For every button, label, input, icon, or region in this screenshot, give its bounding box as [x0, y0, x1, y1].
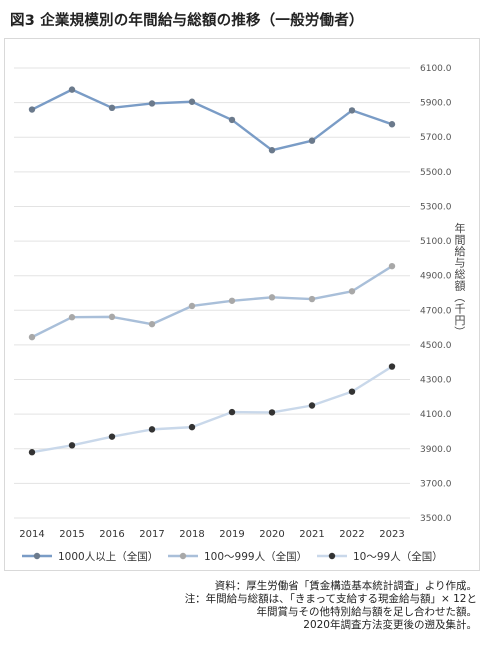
legend-label: 1000人以上（全国）: [58, 550, 158, 563]
series-line: [31, 365, 393, 454]
data-point: [188, 423, 196, 431]
data-point: [148, 320, 156, 328]
series-line: [31, 88, 393, 152]
x-tick-label: 2019: [219, 529, 244, 540]
y-tick-label: 4500.0: [420, 341, 452, 351]
legend-item: 100〜999人（全国）: [168, 550, 307, 563]
data-point: [28, 106, 36, 113]
note-line: 資料：厚生労働省「賃金構造基本統計調査」より作成。: [214, 580, 477, 592]
data-point: [348, 288, 356, 295]
data-point: [188, 98, 196, 105]
y-tick-label: 5700.0: [420, 133, 452, 143]
gridlines: [14, 67, 410, 519]
legend-marker: [328, 552, 336, 560]
y-label-char: ）: [453, 326, 466, 337]
y-tick-label: 4300.0: [420, 376, 452, 386]
data-point: [308, 402, 316, 409]
data-point: [308, 137, 316, 144]
source-notes: 資料：厚生労働省「賃金構造基本統計調査」より作成。 注：年間給与総額は、「きまっ…: [185, 580, 477, 632]
data-point: [148, 426, 156, 433]
y-axis-ticks: 3500.0 3700.0 3900.0 4100.0 4300.0 4500.0 4700…: [420, 64, 452, 524]
x-tick-label: 2022: [339, 529, 364, 540]
series: [28, 363, 396, 456]
data-point: [28, 449, 36, 456]
note-line: 年間賞与その他特別給与額を足し合わせた額。: [256, 606, 478, 618]
y-label-char: 額: [455, 280, 466, 293]
legend: 1000人以上（全国） 100〜999人（全国） 10〜99人（全国）: [22, 550, 443, 563]
y-tick-label: 6100.0: [420, 64, 452, 74]
data-point: [268, 409, 276, 416]
y-tick-label: 4900.0: [420, 272, 452, 282]
data-point: [108, 313, 116, 321]
legend-item: 10〜99人（全国）: [317, 550, 443, 563]
data-point: [228, 116, 236, 124]
series-line: [31, 265, 393, 339]
x-tick-label: 2018: [179, 529, 204, 540]
y-label-char: 円: [455, 314, 466, 327]
legend-item: 1000人以上（全国）: [22, 550, 158, 563]
x-tick-label: 2014: [19, 529, 44, 540]
legend-label: 10〜99人（全国）: [353, 550, 443, 563]
data-point: [268, 147, 276, 154]
x-tick-label: 2015: [59, 529, 84, 540]
series: [28, 262, 396, 341]
data-point: [348, 388, 356, 395]
data-point: [388, 363, 396, 370]
legend-marker: [179, 552, 187, 560]
data-point: [228, 297, 236, 304]
note-line: 2020年調査方法変更後の遡及集計。: [303, 619, 477, 631]
data-point: [148, 100, 156, 107]
x-tick-label: 2017: [139, 529, 164, 540]
data-point: [68, 86, 76, 93]
y-label-char: 与: [455, 257, 466, 270]
data-point: [28, 333, 36, 341]
data-point: [388, 121, 396, 128]
series: [28, 86, 396, 154]
y-tick-label: 3500.0: [420, 514, 452, 524]
series-lines: [28, 86, 396, 456]
y-tick-label: 4700.0: [420, 306, 452, 316]
y-label-char: 総: [455, 267, 466, 281]
x-tick-label: 2016: [99, 529, 124, 540]
y-label-char: （: [453, 292, 466, 303]
data-point: [228, 408, 236, 416]
y-label-char: 千: [455, 303, 466, 316]
x-tick-label: 2023: [379, 529, 404, 540]
data-point: [68, 442, 76, 449]
x-tick-label: 2021: [299, 529, 324, 540]
data-point: [108, 433, 116, 440]
data-point: [308, 295, 316, 303]
data-point: [68, 314, 76, 321]
y-tick-label: 5900.0: [420, 99, 452, 109]
chart-title: 図3 企業規模別の年間給与総額の推移（一般労働者）: [10, 13, 364, 29]
data-point: [268, 294, 276, 301]
y-tick-label: 4100.0: [420, 410, 452, 420]
y-tick-label: 3900.0: [420, 445, 452, 455]
y-axis-label: 年間給与総額（千円）: [453, 221, 466, 337]
data-point: [108, 104, 116, 112]
y-tick-label: 5300.0: [420, 202, 452, 212]
note-line: 注：年間給与総額は、「きまって支給する現金給与額」× 12と: [184, 593, 477, 605]
y-label-char: 年: [455, 221, 466, 235]
legend-marker: [33, 552, 41, 560]
chart-frame: [4, 38, 480, 571]
y-tick-label: 3700.0: [420, 479, 452, 489]
legend-label: 100〜999人（全国）: [204, 550, 307, 563]
x-axis-ticks: 2014 2015 2016 2017 2018 2019 2020 2021 2022 2023: [19, 529, 404, 540]
data-point: [388, 262, 396, 270]
y-label-char: 給: [455, 244, 466, 258]
y-label-char: 間: [455, 234, 466, 247]
y-tick-label: 5100.0: [420, 237, 452, 247]
data-point: [348, 107, 356, 114]
y-tick-label: 5500.0: [420, 168, 452, 178]
x-tick-label: 2020: [259, 529, 284, 540]
data-point: [188, 302, 196, 310]
